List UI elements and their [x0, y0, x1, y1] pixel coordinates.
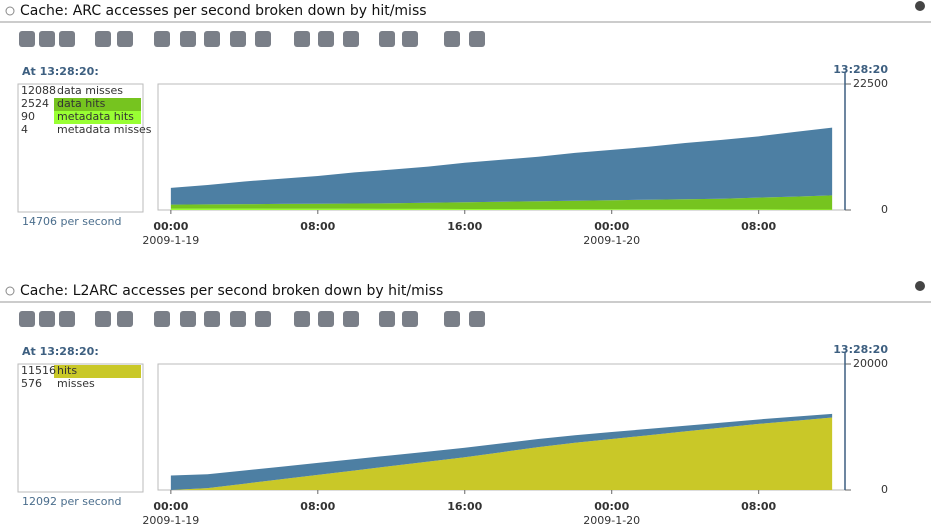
y-tick-label: 0	[881, 203, 888, 216]
drag-handle[interactable]	[5, 6, 15, 16]
legend-name: misses	[57, 377, 95, 390]
y-tick-label: 0	[881, 483, 888, 496]
toolbar-button[interactable]	[402, 31, 418, 47]
legend-name: metadata misses	[57, 123, 152, 136]
toolbar-button[interactable]	[294, 31, 310, 47]
toolbar-button[interactable]	[318, 311, 334, 327]
x-tick-label: 08:00	[300, 220, 335, 233]
legend-value: 11516	[21, 364, 56, 377]
toolbar-button[interactable]	[154, 311, 170, 327]
stacked-area	[170, 208, 833, 210]
panel-title: Cache: ARC accesses per second broken do…	[20, 3, 427, 19]
toolbar-button[interactable]	[230, 311, 246, 327]
panel-title: Cache: L2ARC accesses per second broken …	[20, 283, 443, 299]
legend-value: 12088	[21, 84, 56, 97]
date-label: 2009-1-20	[583, 234, 640, 247]
x-tick-label: 00:00	[594, 500, 629, 513]
x-tick-label: 00:00	[594, 220, 629, 233]
legend-highlight	[54, 365, 141, 378]
legend-value: 2524	[21, 97, 49, 110]
cursor-label: At 13:28:20:	[22, 345, 99, 358]
toolbar-button[interactable]	[379, 31, 395, 47]
legend-box	[17, 363, 144, 493]
cursor-time: 13:28:20	[833, 343, 888, 356]
x-tick-label: 08:00	[741, 220, 776, 233]
toolbar-button[interactable]	[39, 31, 55, 47]
toolbar-button[interactable]	[117, 31, 133, 47]
title-bar	[0, 280, 931, 302]
legend-name: hits	[57, 364, 77, 377]
close-button[interactable]	[915, 281, 925, 291]
legend-name: metadata hits	[57, 110, 134, 123]
x-tick-label: 16:00	[447, 500, 482, 513]
toolbar-button[interactable]	[19, 311, 35, 327]
legend-name: data hits	[57, 97, 106, 110]
toolbar-button[interactable]	[255, 31, 271, 47]
x-tick-label: 00:00	[153, 500, 188, 513]
y-tick-label: 20000	[853, 357, 888, 370]
toolbar-button[interactable]	[343, 311, 359, 327]
toolbar-button[interactable]	[444, 311, 460, 327]
analytics-panel: Cache: ARC accesses per second broken do…	[0, 0, 931, 247]
toolbar-button[interactable]	[59, 31, 75, 47]
y-tick-label: 22500	[853, 77, 888, 90]
stacked-area	[170, 413, 833, 490]
toolbar-button[interactable]	[469, 311, 485, 327]
date-label: 2009-1-19	[142, 234, 199, 247]
total-rate: 12092 per second	[22, 495, 122, 508]
date-label: 2009-1-19	[142, 514, 199, 527]
x-tick-label: 08:00	[741, 500, 776, 513]
x-tick-label: 16:00	[447, 220, 482, 233]
toolbar-button[interactable]	[180, 31, 196, 47]
toolbar-button[interactable]	[154, 31, 170, 47]
toolbar-button[interactable]	[19, 31, 35, 47]
close-button[interactable]	[915, 1, 925, 11]
legend-value: 4	[21, 123, 28, 136]
toolbar-button[interactable]	[180, 311, 196, 327]
toolbar-button[interactable]	[59, 311, 75, 327]
total-rate: 14706 per second	[22, 215, 122, 228]
stacked-area	[170, 417, 833, 490]
toolbar-button[interactable]	[469, 31, 485, 47]
x-tick-label: 00:00	[153, 220, 188, 233]
stacked-area	[170, 195, 833, 210]
toolbar-button[interactable]	[95, 31, 111, 47]
toolbar-button[interactable]	[230, 31, 246, 47]
legend-value: 576	[21, 377, 42, 390]
toolbar-button[interactable]	[379, 311, 395, 327]
toolbar-button[interactable]	[343, 31, 359, 47]
toolbar-button[interactable]	[39, 311, 55, 327]
stacked-area	[170, 127, 833, 205]
drag-handle[interactable]	[5, 286, 15, 296]
legend-name: data misses	[57, 84, 123, 97]
toolbar-button[interactable]	[204, 31, 220, 47]
toolbar-button[interactable]	[117, 311, 133, 327]
legend-value: 90	[21, 110, 35, 123]
toolbar-button[interactable]	[318, 31, 334, 47]
cursor-time: 13:28:20	[833, 63, 888, 76]
legend-highlight	[54, 98, 141, 111]
analytics-panel: Cache: L2ARC accesses per second broken …	[0, 280, 931, 527]
x-tick-label: 08:00	[300, 500, 335, 513]
legend-highlight	[54, 111, 141, 124]
toolbar-button[interactable]	[294, 311, 310, 327]
date-label: 2009-1-20	[583, 514, 640, 527]
toolbar-button[interactable]	[444, 31, 460, 47]
toolbar-button[interactable]	[402, 311, 418, 327]
title-bar	[0, 0, 931, 22]
toolbar-button[interactable]	[204, 311, 220, 327]
cursor-label: At 13:28:20:	[22, 65, 99, 78]
toolbar-button[interactable]	[95, 311, 111, 327]
toolbar-button[interactable]	[255, 311, 271, 327]
